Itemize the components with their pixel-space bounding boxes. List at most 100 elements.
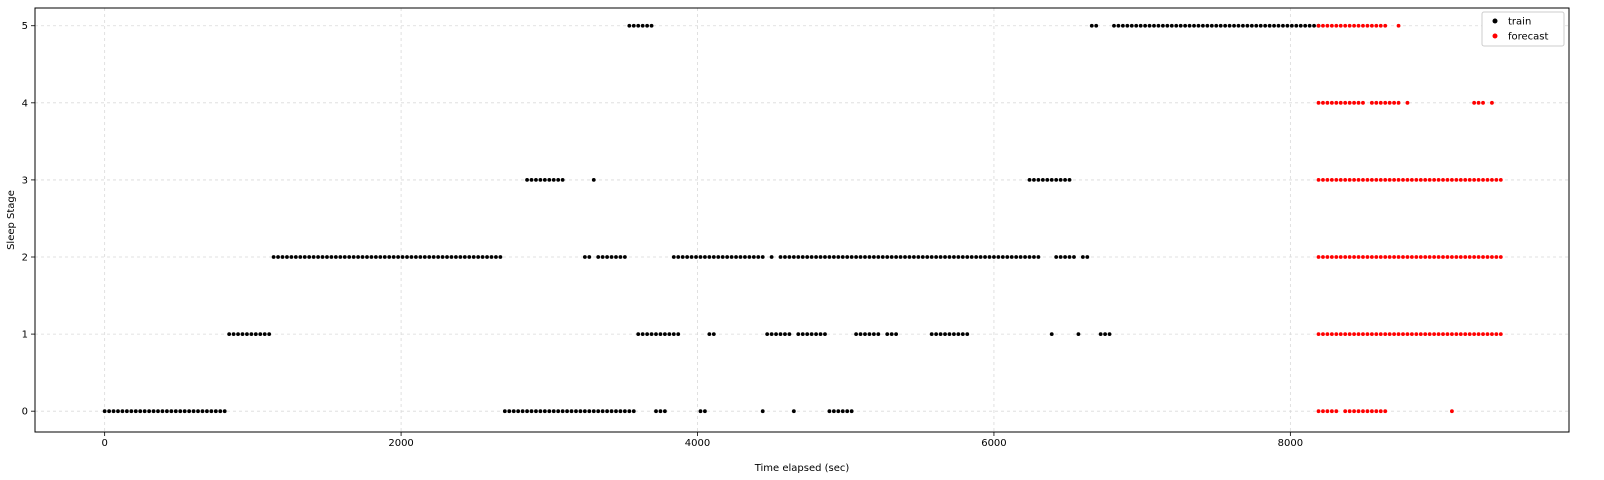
legend-label-forecast: forecast — [1508, 32, 1549, 43]
data-point-train — [827, 255, 832, 259]
data-point-train — [498, 255, 503, 259]
data-point-train — [578, 409, 583, 414]
data-point-train — [809, 255, 814, 259]
data-point-forecast — [1329, 409, 1334, 414]
data-point-forecast — [1316, 23, 1321, 28]
y-tick-label: 4 — [22, 98, 28, 109]
data-point-train — [827, 409, 832, 414]
data-point-train — [947, 255, 952, 259]
data-point-train — [1298, 23, 1303, 28]
data-point-forecast — [1405, 255, 1410, 259]
data-point-forecast — [1498, 178, 1503, 182]
data-point-train — [649, 332, 654, 336]
data-point-train — [636, 23, 641, 28]
data-point-train — [1263, 23, 1268, 28]
data-point-train — [422, 255, 427, 259]
data-point-forecast — [1361, 178, 1365, 182]
data-point-forecast — [1472, 178, 1477, 182]
data-point-train — [649, 23, 654, 28]
data-point-train — [631, 23, 636, 28]
data-point-train — [1107, 332, 1112, 336]
data-point-train — [796, 255, 801, 259]
data-point-train — [760, 409, 765, 414]
data-point-train — [667, 332, 672, 336]
data-point-train — [560, 409, 565, 414]
data-point-train — [867, 255, 872, 259]
data-point-train — [876, 255, 881, 259]
data-point-train — [823, 255, 827, 259]
data-point-forecast — [1467, 255, 1472, 259]
data-point-train — [529, 409, 534, 414]
data-point-train — [671, 255, 676, 259]
data-point-forecast — [1343, 100, 1348, 105]
data-point-train — [960, 332, 965, 336]
data-point-train — [107, 409, 112, 414]
data-point-train — [925, 255, 930, 259]
data-point-train — [605, 255, 609, 259]
data-point-train — [454, 255, 458, 259]
data-point-train — [240, 332, 245, 336]
data-point-train — [556, 178, 561, 182]
data-point-train — [485, 255, 489, 259]
data-point-train — [302, 255, 307, 259]
data-point-train — [1205, 23, 1210, 28]
data-point-train — [547, 409, 552, 414]
data-point-train — [738, 255, 743, 259]
data-point-train — [173, 409, 178, 414]
data-point-train — [1187, 23, 1192, 28]
data-point-forecast — [1450, 178, 1454, 182]
data-point-forecast — [1321, 100, 1325, 105]
data-point-train — [640, 23, 645, 28]
data-point-forecast — [1409, 332, 1414, 336]
data-point-forecast — [1485, 255, 1490, 259]
data-point-forecast — [1347, 255, 1352, 259]
data-point-train — [947, 332, 952, 336]
data-point-train — [529, 178, 534, 182]
data-point-train — [267, 332, 272, 336]
data-point-train — [156, 409, 160, 414]
data-point-train — [1018, 255, 1023, 259]
data-point-forecast — [1476, 100, 1481, 105]
data-point-train — [129, 409, 134, 414]
data-point-forecast — [1454, 178, 1459, 182]
data-point-forecast — [1338, 255, 1343, 259]
data-point-train — [965, 255, 970, 259]
data-point-train — [347, 255, 352, 259]
data-point-forecast — [1396, 332, 1401, 336]
data-point-forecast — [1383, 100, 1388, 105]
data-point-forecast — [1334, 178, 1339, 182]
data-point-train — [1103, 332, 1107, 336]
data-point-train — [1023, 255, 1027, 259]
data-point-forecast — [1490, 100, 1494, 105]
data-point-forecast — [1343, 332, 1348, 336]
data-point-train — [1067, 255, 1072, 259]
data-point-forecast — [1481, 332, 1485, 336]
data-point-train — [889, 255, 894, 259]
data-point-train — [876, 332, 881, 336]
data-point-train — [1307, 23, 1312, 28]
data-point-train — [663, 409, 667, 414]
data-point-train — [640, 332, 645, 336]
data-point-train — [600, 255, 605, 259]
data-points — [102, 23, 1503, 414]
data-point-forecast — [1387, 332, 1392, 336]
data-point-train — [898, 255, 903, 259]
data-point-forecast — [1325, 409, 1330, 414]
data-point-train — [538, 409, 543, 414]
data-point-train — [680, 255, 685, 259]
data-point-train — [769, 332, 774, 336]
data-point-forecast — [1423, 178, 1428, 182]
data-point-train — [1116, 23, 1121, 28]
data-point-train — [903, 255, 907, 259]
data-point-train — [1098, 332, 1103, 336]
data-point-forecast — [1378, 100, 1383, 105]
data-point-forecast — [1352, 100, 1356, 105]
data-point-train — [614, 409, 618, 414]
data-point-forecast — [1458, 178, 1463, 182]
data-point-forecast — [1490, 332, 1494, 336]
data-point-train — [1267, 23, 1272, 28]
data-point-train — [489, 255, 494, 259]
data-point-forecast — [1383, 409, 1388, 414]
data-point-train — [236, 332, 240, 336]
data-point-forecast — [1450, 409, 1454, 414]
